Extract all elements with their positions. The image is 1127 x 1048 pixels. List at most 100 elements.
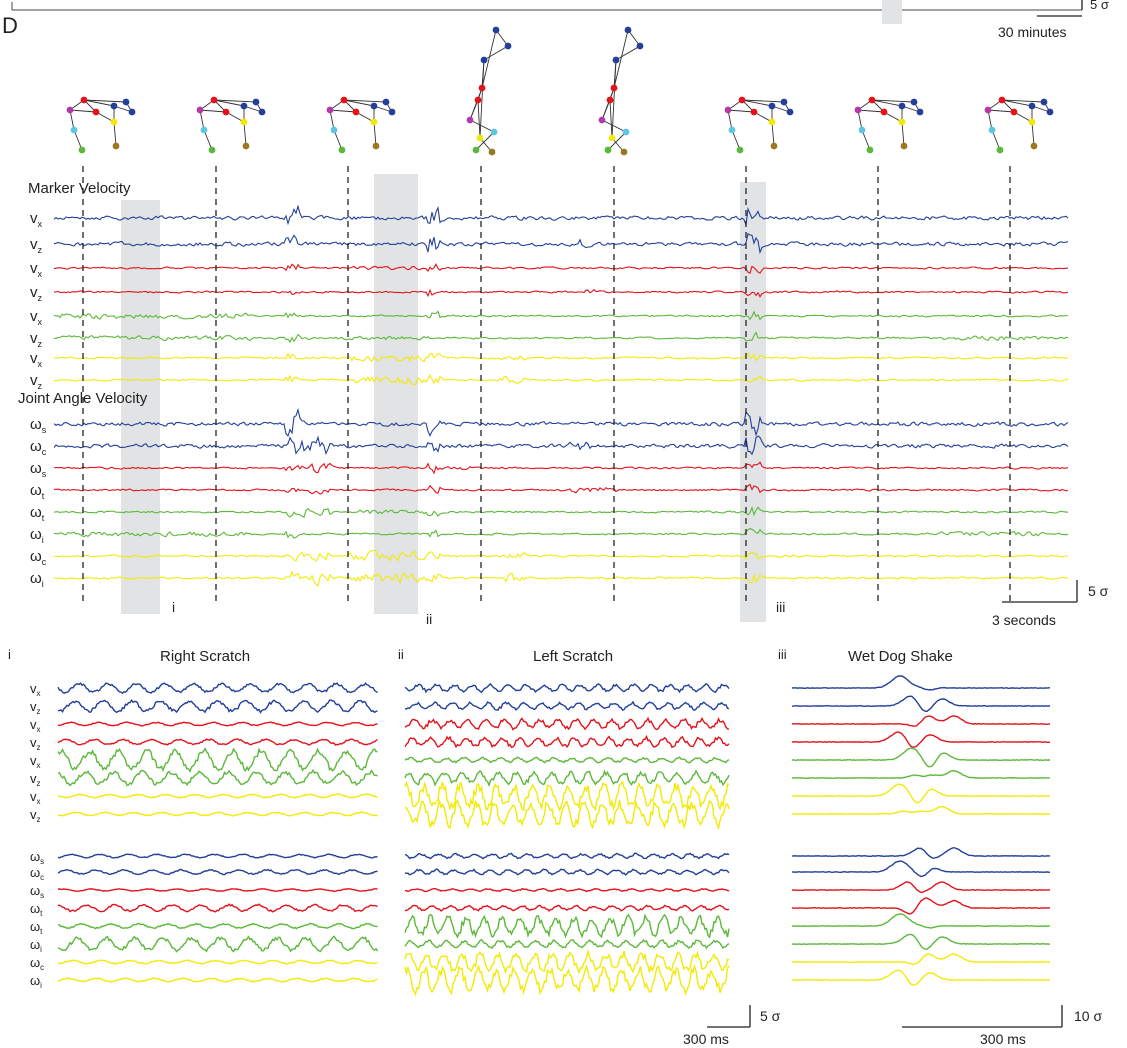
skeleton-bone [1031, 121, 1035, 147]
left-scratch-trace [404, 756, 730, 764]
skeleton-joint [736, 146, 744, 154]
top-amp-label: 5 σ [1090, 0, 1109, 12]
subpanel-row-label: vx [30, 753, 41, 770]
event-shade-3 [740, 182, 766, 622]
left-scratch-trace [404, 798, 730, 831]
skeleton-bone [1013, 111, 1033, 123]
skeleton-joint [504, 42, 512, 50]
wet-dog-shake-trace [791, 783, 1051, 804]
skeleton-bone [1001, 99, 1045, 103]
wet-dog-shake-trace [791, 695, 1051, 712]
main-row-label: vx [30, 210, 43, 229]
skeleton-bone [83, 99, 127, 103]
right-scratch-trace [57, 935, 379, 953]
skeleton-joint [750, 108, 758, 116]
skeleton-pose-4 [466, 26, 512, 156]
wet-dog-shake-trace [791, 881, 1051, 894]
right-scratch-trace [57, 746, 378, 773]
right-scratch-trace [57, 698, 378, 714]
skeleton-bone [741, 99, 773, 107]
skeleton-joint [78, 146, 86, 154]
skeleton-pose-7 [854, 96, 924, 154]
skeleton-joint [900, 142, 908, 150]
main-row-label: vx [30, 308, 43, 327]
subpanel-row-label-subscript: x [37, 725, 41, 734]
skeleton-bone [741, 99, 785, 103]
skeleton-joint [988, 126, 996, 134]
right-amp-label: 10 σ [1074, 1008, 1102, 1024]
skeleton-joint [996, 146, 1004, 154]
main-row-label-subscript: c [42, 447, 47, 457]
skeleton-joint [208, 146, 216, 154]
main-trace-ωc-yellow [53, 549, 1068, 562]
wet-dog-shake-trace [791, 913, 1051, 929]
skeleton-joint [382, 98, 390, 106]
right-scratch-trace [57, 811, 378, 817]
skeleton-joint [854, 106, 862, 114]
subpanel-row-label: ωc [30, 865, 44, 882]
skeleton-joint [110, 118, 118, 126]
subpanel-row-label-subscript: s [40, 891, 44, 900]
skeleton-joint [66, 106, 74, 114]
left-scratch-trace [404, 948, 730, 975]
subpanel-row-label: ωi [30, 973, 42, 990]
subpanel-i-index: i [8, 647, 11, 662]
subpanel-iii-index: iii [778, 647, 787, 662]
skeleton-bone [225, 111, 245, 123]
main-trace-ωt-red [53, 483, 1069, 495]
skeleton-pose-1 [66, 96, 136, 154]
main-amp-label: 5 σ [1088, 583, 1109, 599]
subpanel-row-label-subscript: s [40, 857, 44, 866]
skeleton-bone [871, 99, 915, 103]
main-row-label-subscript: z [38, 293, 43, 303]
left-scratch-trace [404, 852, 730, 860]
skeleton-joint [466, 116, 474, 124]
main-row-label: ωs [30, 416, 47, 435]
main-row-label: ωc [30, 438, 47, 457]
left-scratch-trace [404, 682, 730, 694]
subpanel-row-label-subscript: z [37, 779, 41, 788]
skeleton-joint [728, 126, 736, 134]
subpanel-row-label-subscript: z [37, 743, 41, 752]
skeleton-pose-6 [724, 96, 794, 154]
skeleton-joint [768, 102, 776, 110]
skeleton-bone [343, 99, 387, 103]
subpanel-ii-index: ii [398, 647, 404, 662]
right-scratch-trace [57, 868, 378, 876]
main-traces [53, 204, 1069, 587]
left-scratch-trace [404, 938, 730, 950]
skeleton-joint [388, 108, 396, 116]
main-trace-vx-green [53, 310, 1069, 321]
skeleton-joint [786, 108, 794, 116]
skeleton-joint [258, 108, 266, 116]
skeleton-bone [333, 129, 343, 151]
skeleton-bone [771, 121, 775, 147]
skeleton-joint [370, 102, 378, 110]
skeleton-bone [883, 111, 903, 123]
skeleton-joint [636, 42, 644, 50]
skeleton-bone [329, 109, 357, 113]
main-row-label-subscript: z [38, 381, 43, 391]
skeleton-joint [724, 106, 732, 114]
skeleton-joint [624, 26, 632, 34]
joint-velocity-title: Joint Angle Velocity [18, 390, 148, 407]
skeleton-joint [340, 96, 348, 104]
wet-dog-shake-trace [791, 860, 1051, 878]
skeleton-bone [871, 99, 903, 107]
main-row-label-subscript: x [38, 219, 43, 229]
subpanel-row-label: vx [30, 681, 41, 698]
skeleton-bone [203, 129, 213, 151]
subpanel-row-label: vx [30, 717, 41, 734]
main-row-label: vx [30, 260, 43, 279]
subpanel-row-label: ωc [30, 955, 44, 972]
top-time-label: 30 minutes [998, 24, 1066, 40]
main-trace-ωc-blue [53, 435, 1069, 456]
main-row-label: vx [30, 350, 43, 369]
skeleton-joint [488, 148, 496, 156]
left-scratch-trace [404, 913, 730, 939]
skeleton-bone [483, 45, 509, 61]
skeleton-joint [998, 96, 1006, 104]
skeleton-joint [622, 128, 630, 136]
skeleton-joint [200, 126, 208, 134]
skeleton-bone [213, 99, 257, 103]
